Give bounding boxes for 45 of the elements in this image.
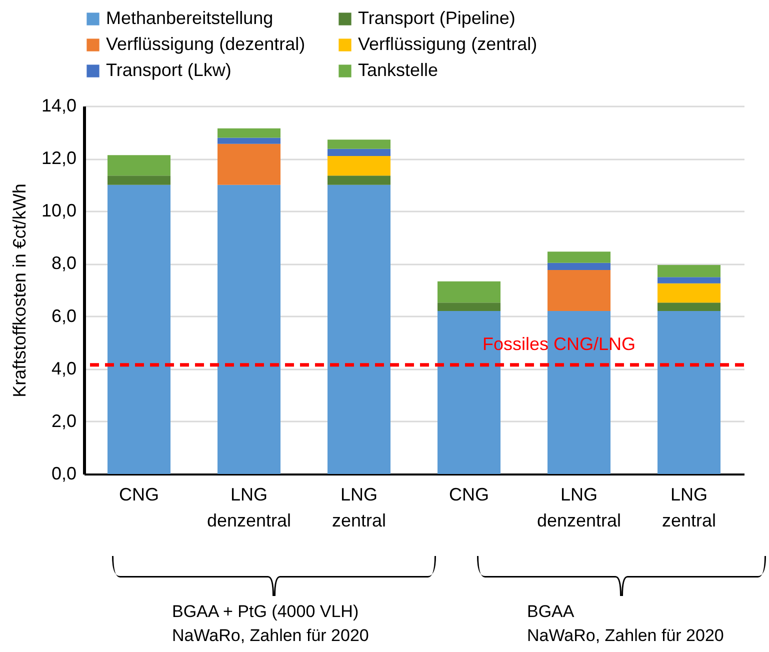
- bar: [218, 138, 280, 144]
- text: BGAA + PtG (4000 VLH) NaWaRo, Zahlen für 2020: [172, 601, 369, 647]
- y-tick-label: 4,0: [51, 358, 76, 378]
- y-tick-label: 6,0: [51, 306, 76, 326]
- x-tick-label: LNG denzentral: [206, 484, 292, 530]
- bar: [658, 302, 720, 312]
- legend-label: Transport (Pipeline): [358, 8, 516, 28]
- bar: [548, 252, 610, 263]
- legend-label: Verflüssigung (dezentral): [106, 34, 306, 54]
- bar: [438, 302, 500, 312]
- bar: [658, 265, 720, 278]
- bar: [328, 148, 390, 156]
- bar: [658, 277, 720, 284]
- bar: [548, 262, 610, 270]
- bar: [328, 140, 390, 149]
- bar: [328, 156, 390, 176]
- bar: [438, 281, 500, 303]
- text: BGAA NaWaRo, Zahlen für 2020: [527, 601, 724, 647]
- legend-label: Methanbereitstellung: [106, 8, 274, 28]
- y-tick-label: 0,0: [51, 464, 76, 484]
- bar: [108, 155, 170, 176]
- bar: [658, 283, 720, 303]
- legend-label: Verflüssigung (zentral): [358, 34, 538, 54]
- x-tick-label: LNG denzentral: [536, 484, 622, 530]
- y-tick-label: 12,0: [41, 148, 76, 168]
- bar: [548, 270, 610, 312]
- x-tick-label: LNG zentral: [662, 484, 716, 530]
- bar: [218, 184, 280, 474]
- legend-label: Tankstelle: [358, 60, 438, 80]
- bar: [328, 176, 390, 185]
- y-tick-label: 8,0: [51, 253, 76, 274]
- bar: [108, 176, 170, 185]
- bar: [108, 184, 170, 474]
- bar: [328, 184, 390, 474]
- y-tick-label: 14,0: [41, 96, 76, 116]
- y-axis-title: Kraftstoffkosten in €ct/kWh: [9, 184, 30, 398]
- y-tick-label: 2,0: [51, 410, 76, 431]
- y-tick-label: 10,0: [41, 200, 76, 221]
- bar: [218, 128, 280, 138]
- x-tick-label: CNG: [119, 484, 159, 504]
- x-tick-label: CNG: [449, 484, 489, 504]
- x-tick-label: LNG zentral: [332, 484, 386, 530]
- legend-label: Transport (Lkw): [106, 60, 232, 80]
- bar: [658, 311, 720, 474]
- bar: [218, 144, 280, 185]
